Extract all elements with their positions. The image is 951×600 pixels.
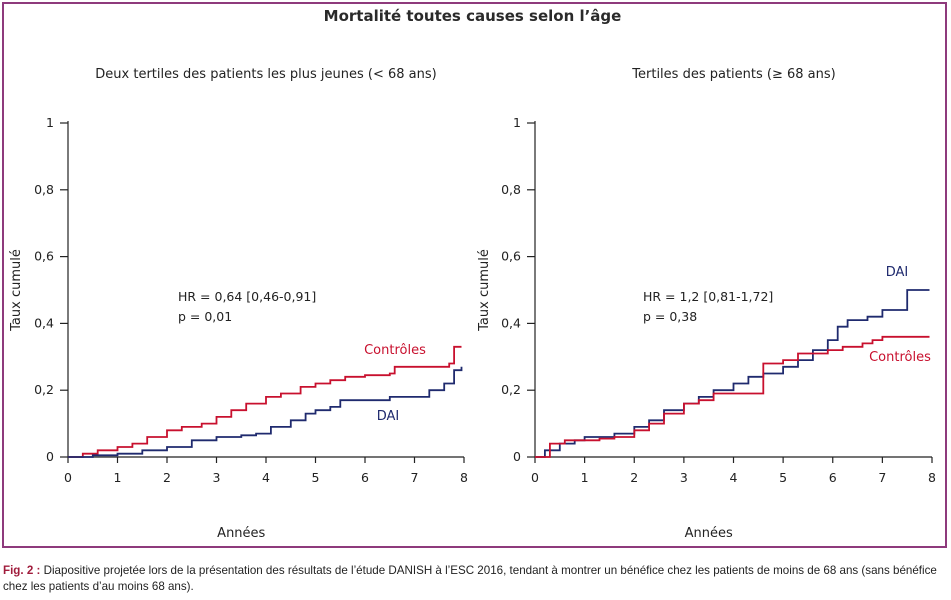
chart2-x-tick-label: 1: [581, 470, 589, 485]
chart1-y-tick-label: 1: [46, 115, 54, 130]
chart1-annotation-line: p = 0,01: [178, 309, 232, 324]
chart2-annotation-line: HR = 1,2 [0,81-1,72]: [643, 289, 773, 304]
chart1-y-tick-label: 0,4: [34, 315, 54, 330]
chart1-x-tick-label: 6: [361, 470, 369, 485]
chart2-y-axis-label: Taux cumulé: [477, 249, 492, 332]
chart2-title: Tertiles des patients (≥ 68 ans): [631, 67, 835, 82]
chart1-y-tick-label: 0,6: [34, 249, 54, 264]
charts-canvas: Deux tertiles des patients les plus jeun…: [9, 67, 936, 541]
chart2-x-tick-label: 3: [680, 470, 688, 485]
chart2-y-tick-label: 0,8: [501, 182, 521, 197]
chart1-x-axis-label: Années: [217, 526, 265, 541]
chart2-annotation-line: p = 0,38: [643, 309, 697, 324]
chart1-x-tick-label: 5: [312, 470, 320, 485]
chart2-x-tick-label: 6: [829, 470, 837, 485]
chart2-x-axis-label: Années: [685, 526, 733, 541]
chart2-x-tick-label: 8: [928, 470, 936, 485]
chart2-x-tick-label: 2: [630, 470, 638, 485]
chart2-series-controles-label: Contrôles: [869, 350, 931, 365]
chart1-x-tick-label: 2: [163, 470, 171, 485]
chart2-x-tick-label: 4: [730, 470, 738, 485]
chart2-y-tick-label: 1: [513, 115, 521, 130]
chart1-y-tick-label: 0,8: [34, 182, 54, 197]
chart1-y-tick-label: 0,2: [34, 382, 54, 397]
chart1-series-controles-label: Contrôles: [364, 343, 426, 358]
chart1-x-tick-label: 1: [114, 470, 122, 485]
chart2-y-tick-label: 0: [513, 449, 521, 464]
chart1-x-tick-label: 7: [411, 470, 419, 485]
chart1-series-dai-line: [68, 366, 463, 458]
chart1-title: Deux tertiles des patients les plus jeun…: [95, 67, 436, 82]
chart1-y-axis-label: Taux cumulé: [9, 249, 24, 332]
chart1-x-tick-label: 0: [64, 470, 72, 485]
chart2-x-tick-label: 0: [531, 470, 539, 485]
chart2-series-dai-line: [535, 289, 930, 458]
chart2-x-tick-label: 5: [779, 470, 787, 485]
chart2-x-tick-label: 7: [878, 470, 886, 485]
chart1-x-tick-label: 8: [460, 470, 468, 485]
caption-label: Fig. 2 :: [3, 564, 41, 577]
chart1-series-controles-line: [68, 345, 462, 458]
chart2-y-tick-label: 0,6: [501, 249, 521, 264]
chart2-series-controles-line: [535, 335, 930, 458]
chart2-y-tick-label: 0,4: [501, 315, 521, 330]
chart1-x-tick-label: 3: [213, 470, 221, 485]
chart1-annotation-line: HR = 0,64 [0,46-0,91]: [178, 289, 316, 304]
chart1-y-tick-label: 0: [46, 449, 54, 464]
caption-text: Diapositive projetée lors de la présenta…: [3, 564, 937, 593]
main-title: Mortalité toutes causes selon l’âge: [323, 7, 622, 25]
chart2-y-tick-label: 0,2: [501, 382, 521, 397]
chart1-x-tick-label: 4: [262, 470, 270, 485]
chart2-series-dai-label: DAI: [886, 265, 909, 280]
chart1-series-dai-label: DAI: [377, 409, 400, 424]
figure-caption: Fig. 2 : Diapositive projetée lors de la…: [3, 563, 945, 595]
